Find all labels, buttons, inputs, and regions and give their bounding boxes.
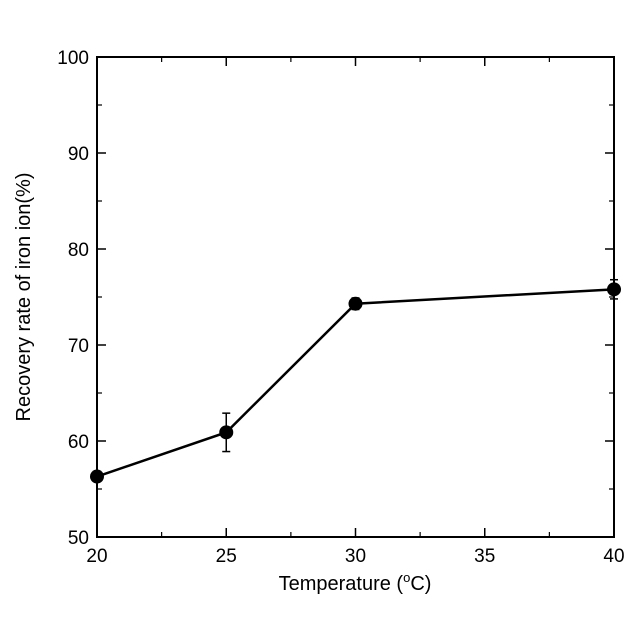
data-point xyxy=(219,425,233,439)
x-tick-label: 30 xyxy=(345,546,366,567)
y-tick-label: 90 xyxy=(68,144,89,165)
x-axis-label-degree: o xyxy=(403,570,410,585)
series-line xyxy=(97,289,614,476)
tick-labels: 20 25 30 35 40 50 60 70 80 90 100 xyxy=(57,48,624,567)
data-point xyxy=(607,282,621,296)
y-tick-label: 100 xyxy=(57,48,89,69)
x-tick-label: 35 xyxy=(474,546,495,567)
data-point xyxy=(90,470,104,484)
y-tick-label: 70 xyxy=(68,336,89,357)
x-axis-label-unit: C) xyxy=(410,573,431,595)
data-series xyxy=(90,282,621,483)
x-axis-label-text: Temperature ( xyxy=(279,573,404,595)
x-tick-label: 25 xyxy=(216,546,237,567)
y-tick-label: 50 xyxy=(68,528,89,549)
data-point xyxy=(349,297,363,311)
y-tick-label: 60 xyxy=(68,432,89,453)
x-axis-label: Temperature (oC) xyxy=(279,570,432,595)
y-axis-label: Recovery rate of iron ion(%) xyxy=(13,173,35,422)
x-tick-label: 40 xyxy=(603,546,624,567)
y-tick-label: 80 xyxy=(68,240,89,261)
x-tick-label: 20 xyxy=(86,546,107,567)
